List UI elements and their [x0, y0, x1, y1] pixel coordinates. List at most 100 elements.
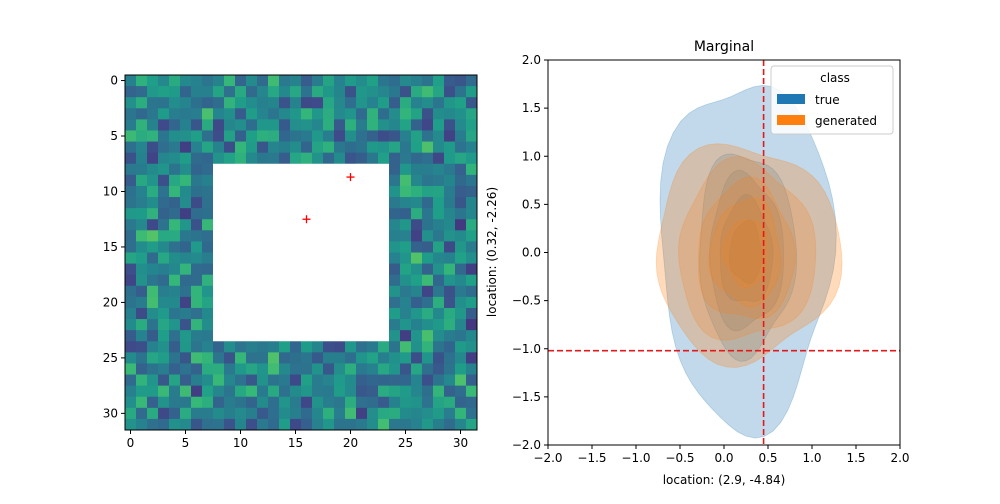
heatmap-cell [389, 296, 401, 309]
heatmap-cell [323, 341, 335, 353]
heatmap-cell [345, 385, 357, 398]
heatmap-cell [136, 385, 148, 398]
heatmap-cell [400, 363, 412, 375]
heatmap-cell [158, 296, 170, 309]
heatmap-cell [334, 374, 346, 387]
heatmap-cell [180, 75, 192, 87]
heatmap-cell [444, 141, 456, 154]
x-tick-label: 10 [233, 436, 248, 450]
heatmap-cell [202, 97, 214, 109]
heatmap-cell [356, 119, 368, 131]
heatmap-cell [257, 352, 269, 364]
heatmap-cell [444, 263, 456, 276]
y-tick-label: −2.0 [512, 438, 541, 452]
heatmap-cell [312, 352, 324, 364]
heatmap-cell [455, 341, 467, 353]
kde-level-generated [697, 176, 796, 320]
heatmap-cell [213, 97, 225, 109]
heatmap-cell [400, 274, 412, 287]
heatmap-cell [191, 307, 203, 320]
heatmap-cell [466, 418, 478, 431]
heatmap-cell [389, 418, 401, 431]
heatmap-cell [301, 86, 313, 98]
heatmap-cell [136, 219, 148, 231]
heatmap-cell [180, 296, 192, 309]
heatmap-cell [202, 396, 214, 409]
heatmap-cell [411, 330, 423, 342]
heatmap-cell [125, 197, 137, 209]
heatmap-cell [312, 385, 324, 398]
heatmap-cell [378, 152, 390, 165]
heatmap-cell [235, 374, 247, 387]
heatmap-cell [224, 341, 236, 353]
heatmap-cell [422, 307, 434, 320]
heatmap-cell [433, 263, 445, 276]
heatmap-cell [411, 208, 423, 220]
heatmap-cell [356, 86, 368, 98]
heatmap-cell [378, 86, 390, 98]
heatmap-cell [312, 152, 324, 165]
heatmap-cell [433, 108, 445, 120]
heatmap-cell [279, 86, 291, 98]
heatmap-cell [268, 141, 280, 154]
heatmap-cell [257, 341, 269, 353]
heatmap-cell [290, 97, 302, 109]
heatmap-cell [136, 208, 148, 220]
heatmap-cell [455, 75, 467, 87]
x-tick-label: 0.0 [714, 451, 733, 465]
heatmap-cell [334, 363, 346, 375]
heatmap-cell [191, 75, 203, 87]
heatmap-cell [213, 119, 225, 131]
heatmap-cell [466, 208, 478, 220]
heatmap-cell [191, 108, 203, 120]
heatmap-cell [224, 418, 236, 431]
heatmap-cell [158, 108, 170, 120]
heatmap-cell [224, 152, 236, 165]
heatmap-cell [422, 407, 434, 420]
heatmap-cell [268, 152, 280, 165]
heatmap-cell [136, 241, 148, 253]
heatmap-cell [411, 363, 423, 375]
heatmap-cell [334, 152, 346, 165]
heatmap-cell [125, 341, 137, 353]
heatmap-cell [125, 385, 137, 398]
heatmap-cell [268, 86, 280, 98]
heatmap-cell [301, 396, 313, 409]
heatmap-cell [301, 407, 313, 420]
heatmap-cell [180, 374, 192, 387]
heatmap-cell [180, 219, 192, 231]
heatmap-cell [202, 75, 214, 87]
heatmap-cell [411, 241, 423, 253]
marker-plus [346, 173, 355, 182]
heatmap-cell [378, 418, 390, 431]
heatmap-cell [235, 363, 247, 375]
heatmap-cell [180, 174, 192, 187]
heatmap-cell [444, 418, 456, 431]
heatmap-cell [444, 396, 456, 409]
heatmap-cell [356, 141, 368, 154]
heatmap-cell [147, 152, 159, 165]
heatmap-cell [268, 418, 280, 431]
heatmap-cell [466, 307, 478, 320]
x-tick-label: 30 [453, 436, 468, 450]
heatmap-cell [389, 163, 401, 176]
heatmap-cell [400, 119, 412, 131]
heatmap-cell [268, 407, 280, 420]
heatmap-cell [455, 385, 467, 398]
kde-level-generated [655, 143, 843, 368]
heatmap-cell [334, 396, 346, 409]
heatmap-cell [147, 119, 159, 131]
heatmap-cell [433, 352, 445, 364]
heatmap-cell [125, 307, 137, 320]
heatmap-cell [235, 385, 247, 398]
y-tick-label: 20 [103, 295, 118, 309]
heatmap-cell [235, 341, 247, 353]
heatmap-cell [301, 363, 313, 375]
heatmap-cell [257, 396, 269, 409]
heatmap-cell [213, 396, 225, 409]
heatmap-cell [433, 152, 445, 165]
kde-contours [655, 84, 843, 439]
heatmap-cell [224, 119, 236, 131]
heatmap-cell [312, 108, 324, 120]
heatmap-cell [147, 197, 159, 209]
